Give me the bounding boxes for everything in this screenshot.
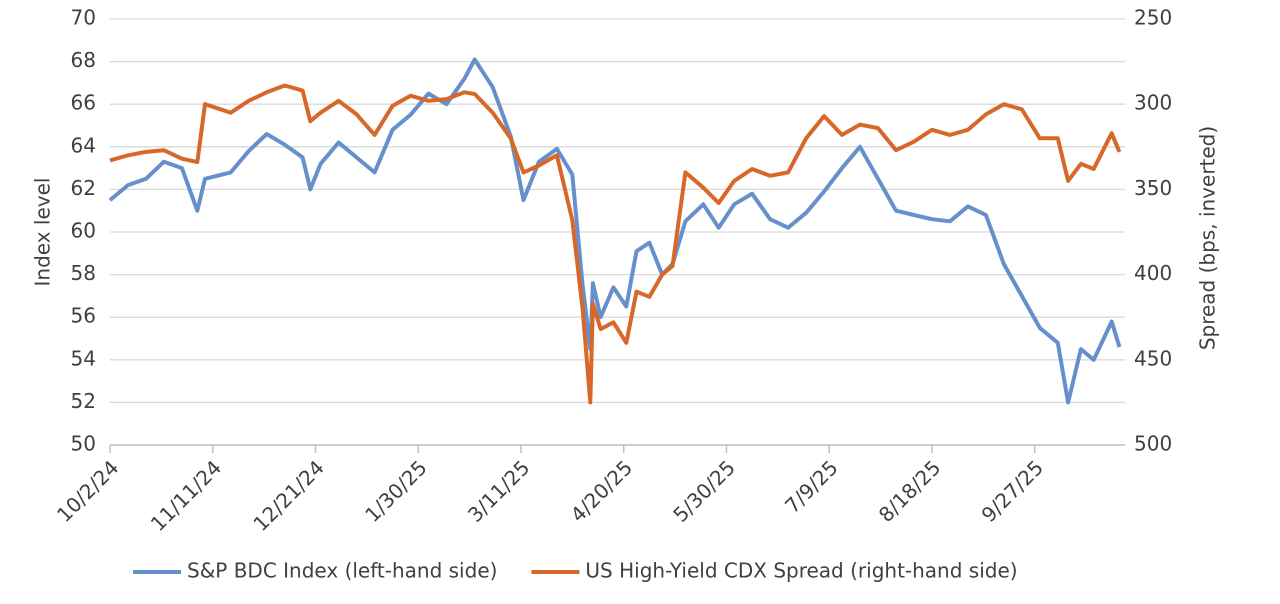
y-axis-label: Index level [31, 178, 55, 287]
x-tick-label: 9/27/25 [977, 455, 1048, 526]
y-tick-label: 58 [71, 261, 96, 285]
y-tick-label: 64 [71, 133, 96, 157]
y2-tick-label: 400 [1134, 261, 1172, 285]
y-tick-label: 52 [71, 389, 96, 413]
y2-axis-label: Spread (bps, inverted) [1196, 126, 1220, 350]
y-tick-label: 50 [71, 432, 96, 456]
series-line [108, 57, 1122, 405]
y2-tick-label: 300 [1134, 91, 1172, 115]
y-tick-label: 68 [71, 48, 96, 72]
y-tick-label: 54 [71, 346, 96, 370]
series-line [109, 83, 1122, 405]
legend-label: US High-Yield CDX Spread (right-hand sid… [585, 559, 1017, 583]
x-tick-label: 1/30/25 [360, 455, 431, 526]
y-tick-label: 56 [71, 304, 96, 328]
y2-tick-label: 250 [1134, 6, 1172, 30]
y-tick-label: 70 [71, 6, 96, 30]
x-tick-label: 8/18/25 [874, 455, 945, 526]
y-tick-label: 62 [71, 176, 96, 200]
y2-tick-label: 500 [1134, 432, 1172, 456]
x-tick-label: 3/11/25 [463, 455, 534, 526]
x-tick-label: 11/11/24 [146, 455, 226, 535]
x-tick-label: 7/9/25 [780, 455, 842, 517]
y2-tick-label: 350 [1134, 176, 1172, 200]
x-tick-label: 12/21/24 [248, 455, 328, 535]
y-tick-label: 60 [71, 219, 96, 243]
x-tick-label: 10/2/24 [52, 455, 123, 526]
x-tick-label: 5/30/25 [668, 455, 739, 526]
y2-tick-label: 450 [1134, 346, 1172, 370]
y-tick-label: 66 [71, 91, 96, 115]
legend-label: S&P BDC Index (left-hand side) [187, 559, 497, 583]
x-tick-label: 4/20/25 [566, 455, 637, 526]
